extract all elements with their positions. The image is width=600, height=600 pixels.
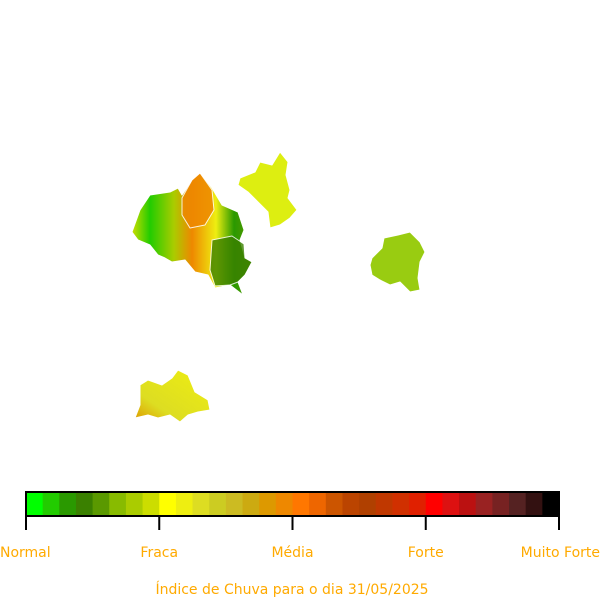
colorbar-cell [75,492,94,516]
map [131,151,426,423]
colorbar-cell [192,492,210,516]
colorbar-cell [392,492,410,516]
caption: Índice de Chuva para o dia 31/05/2025 [155,581,428,598]
colorbar-cell [442,492,460,516]
colorbar-cell [242,492,260,516]
colorbar-cell [475,492,493,516]
colorbar-cell [509,492,527,516]
colorbar-cell [375,492,393,516]
colorbar-cell [359,492,377,516]
colorbar-cell [425,492,443,516]
colorbar-cell [109,492,127,516]
colorbar-label: Muito Forte [521,545,600,561]
colorbar-cell [292,492,310,516]
region-north [237,151,298,229]
colorbar-label: Fraca [140,545,178,561]
colorbar-cell [492,492,510,516]
colorbar-label: Forte [408,545,444,561]
colorbar-cell [342,492,360,516]
colorbar-cell [275,492,293,516]
colorbar-cell [175,492,194,516]
colorbar-cell [309,492,327,516]
colorbar-cell [59,492,77,516]
colorbar-cell [459,492,477,516]
colorbar-cell [125,492,144,516]
colorbar-cell [159,492,177,516]
colorbar-cell [325,492,343,516]
colorbar-cell [92,492,110,516]
colorbar-cell [209,492,227,516]
colorbar-cell [409,492,427,516]
colorbar-label: Média [271,545,313,561]
region-west-orange [181,172,215,229]
colorbar: Normal Fraca Média Forte Muito Forte [0,491,600,561]
colorbar-cell [259,492,277,516]
colorbar-cell [542,492,560,516]
colorbar-cell [225,492,244,516]
colorbar-cell [26,492,44,516]
colorbar-cell [142,492,160,516]
colorbar-label: Normal [0,545,51,561]
region-south [134,369,211,423]
region-east [369,231,426,293]
colorbar-cell [525,492,543,516]
colorbar-cell [42,492,60,516]
region-west-dark [209,235,253,287]
